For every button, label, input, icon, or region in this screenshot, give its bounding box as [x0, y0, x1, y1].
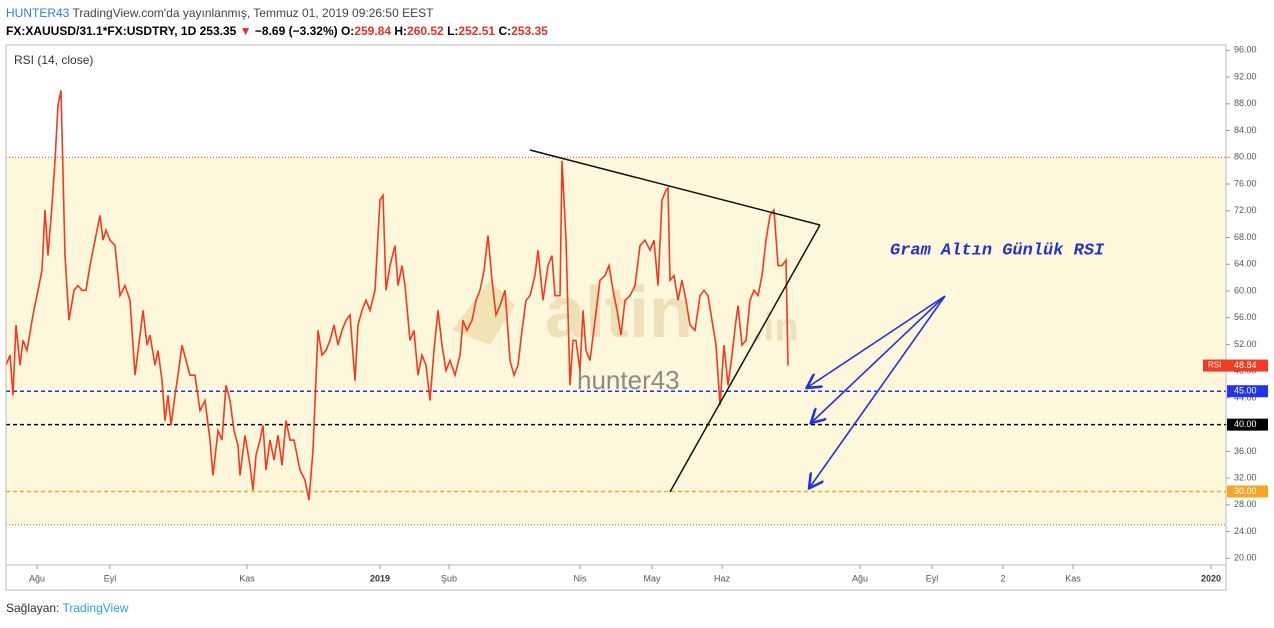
level-tag: [1227, 385, 1268, 398]
y-tick-label: 52.00: [1234, 339, 1257, 349]
arrow: [812, 295, 946, 422]
level-tag: [1227, 485, 1268, 498]
footer-brand[interactable]: TradingView: [62, 601, 129, 615]
watermark-suffix: .in: [752, 306, 799, 350]
low: 252.51: [458, 24, 496, 38]
level-tag-label: 30.00: [1234, 486, 1257, 496]
chart-title: RSI (14, close): [14, 53, 93, 67]
x-tick-label: Ağu: [29, 573, 45, 583]
arrow: ▼: [239, 24, 252, 38]
annotation: Gram Altın Günlük RSI: [890, 241, 1105, 260]
y-tick-label: 68.00: [1234, 232, 1257, 242]
y-tick-label: 84.00: [1234, 125, 1257, 135]
level-tag: [1227, 418, 1268, 431]
y-tick-label: 88.00: [1234, 98, 1257, 108]
published: TradingView.com'da yayınlanmış, Temmuz 0…: [72, 6, 434, 20]
band: [6, 157, 1226, 525]
rsi-line: [5, 90, 789, 501]
trend-line: [529, 149, 821, 226]
open-label: O:: [340, 24, 355, 38]
x-tick-label: Kas: [1065, 573, 1081, 583]
price: 253.35: [199, 24, 237, 38]
x-tick-label: Nis: [574, 573, 587, 583]
y-tick-label: 36.00: [1234, 446, 1257, 456]
level-tag-label: 40.00: [1234, 419, 1257, 429]
x-tick-label: Eyl: [104, 573, 117, 583]
last-value-tag: [1203, 359, 1268, 372]
y-tick-label: 60.00: [1234, 285, 1257, 295]
y-tick-label: 80.00: [1234, 152, 1257, 162]
arrow: [810, 295, 946, 487]
y-tick-label: 72.00: [1234, 205, 1257, 215]
y-tick-label: 20.00: [1234, 553, 1257, 563]
arrow: [808, 295, 946, 387]
watermark-brand: altin: [545, 273, 693, 353]
footer: Sağlayan: TradingView: [6, 601, 129, 615]
change: −8.69 (−3.32%): [254, 24, 338, 38]
x-tick-label: Haz: [714, 573, 731, 583]
y-tick-label: 76.00: [1234, 178, 1257, 188]
y-tick-label: 24.00: [1234, 526, 1257, 536]
x-tick-label: 2019: [370, 573, 390, 583]
last-value: 48.84: [1234, 360, 1257, 370]
x-tick-label: Ağu: [852, 573, 868, 583]
y-tick-label: 44.00: [1234, 392, 1257, 402]
watermark-user: hunter43: [577, 365, 680, 395]
header: HUNTER43 TradingView.com'da yayınlanmış,…: [6, 4, 548, 40]
symbol: FX:XAUUSD/31.1*FX:USDTRY, 1D: [6, 24, 197, 38]
y-tick-label: 92.00: [1234, 71, 1257, 81]
y-tick-label: 56.00: [1234, 312, 1257, 322]
x-tick-label: Şub: [441, 573, 457, 583]
low-label: L:: [447, 24, 459, 38]
y-tick-label: 32.00: [1234, 472, 1257, 482]
footer-label: Sağlayan:: [6, 601, 60, 615]
close: 253.35: [511, 24, 548, 38]
x-tick-label: 2: [1000, 573, 1005, 583]
y-tick-label: 28.00: [1234, 499, 1257, 509]
open: 259.84: [354, 24, 392, 38]
high-label: H:: [394, 24, 408, 38]
y-tick-label: 64.00: [1234, 259, 1257, 269]
y-tick-label: 96.00: [1234, 45, 1257, 55]
x-tick-label: May: [643, 573, 661, 583]
author: HUNTER43: [6, 6, 70, 20]
x-tick-label: Eyl: [926, 573, 939, 583]
level-tag-label: 45.00: [1234, 386, 1257, 396]
x-tick-label: Kas: [239, 573, 255, 583]
close-label: C:: [498, 24, 512, 38]
high: 260.52: [407, 24, 444, 38]
x-tick-label: 2020: [1201, 573, 1221, 583]
series-name: RSI: [1208, 361, 1221, 370]
trend-line: [669, 224, 821, 493]
